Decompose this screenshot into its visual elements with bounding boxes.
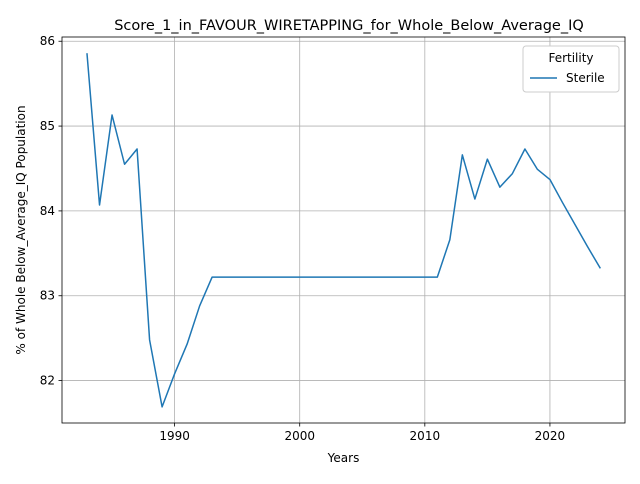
legend-title: Fertility xyxy=(548,51,593,65)
grid-lines xyxy=(62,37,625,423)
y-axis-label: % of Whole Below_Average_IQ Population xyxy=(14,105,28,354)
series-line-sterile xyxy=(86,53,602,408)
x-tick-label: 2010 xyxy=(410,429,441,443)
chart-title: Score_1_in_FAVOUR_WIRETAPPING_for_Whole_… xyxy=(114,18,584,34)
y-tick-label: 84 xyxy=(40,204,55,218)
series-layer xyxy=(86,53,602,408)
x-tick-label: 1990 xyxy=(159,429,190,443)
legend-box xyxy=(522,45,620,93)
legend: Fertility Sterile xyxy=(522,45,620,93)
plot-frame xyxy=(61,36,626,424)
y-tick-label: 83 xyxy=(40,289,55,303)
legend-label-sterile: Sterile xyxy=(566,71,605,85)
y-tick-label: 86 xyxy=(40,34,55,48)
y-tick-label: 82 xyxy=(40,374,55,388)
x-tick-label: 2020 xyxy=(535,429,566,443)
x-tick-label: 2000 xyxy=(284,429,315,443)
x-axis-label: Years xyxy=(327,451,360,465)
axis-ticks: 1990 2000 2010 2020 82 83 84 85 86 xyxy=(40,34,565,443)
y-tick-label: 85 xyxy=(40,119,55,133)
